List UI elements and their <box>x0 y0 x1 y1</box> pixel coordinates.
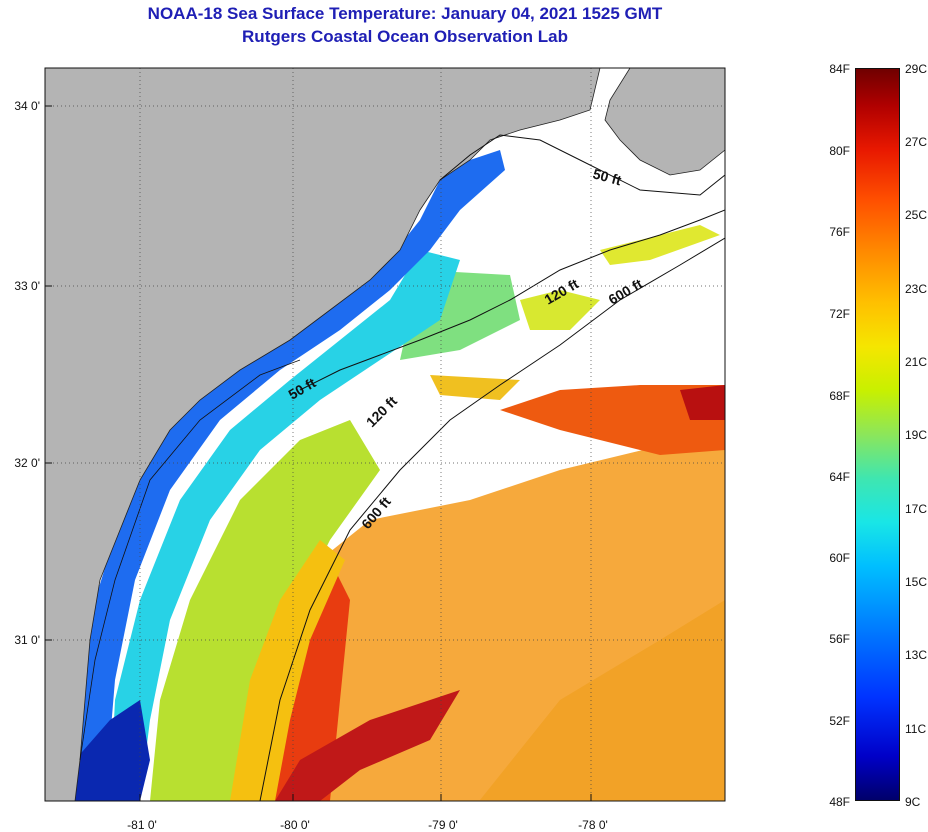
sst-yellow-north <box>520 290 600 330</box>
fahrenheit-label: 52F <box>829 714 850 728</box>
map-frame <box>44 67 726 802</box>
fahrenheit-label: 60F <box>829 551 850 565</box>
chart-title: NOAA-18 Sea Surface Temperature: January… <box>147 4 663 23</box>
sst-warm-south <box>480 600 725 801</box>
latitude-label: 34 0' <box>14 99 40 113</box>
longitude-label: -79 0' <box>428 818 458 832</box>
sst-nearshore <box>70 150 505 801</box>
celsius-label: 17C <box>905 502 928 516</box>
fahrenheit-label: 56F <box>829 632 850 646</box>
graticule <box>45 68 725 801</box>
latitude-label: 32 0' <box>14 456 40 470</box>
isobath-600ft <box>259 237 725 801</box>
fahrenheit-label: 48F <box>829 795 850 809</box>
fahrenheit-label: 64F <box>829 470 850 484</box>
sst-midshelf <box>150 420 380 801</box>
sst-yellow-patch <box>430 375 520 400</box>
celsius-label: 23C <box>905 282 928 296</box>
sst-outer-shelf <box>230 540 345 801</box>
celsius-label: 11C <box>905 722 927 736</box>
latitude-label: 31 0' <box>14 633 40 647</box>
fahrenheit-label: 80F <box>829 144 850 158</box>
isobath-50ft-north <box>439 134 725 196</box>
fahrenheit-label: 72F <box>829 307 850 321</box>
isobath-50ft-south <box>79 359 301 761</box>
latitude-label: 33 0' <box>14 279 40 293</box>
celsius-label: 19C <box>905 428 928 442</box>
celsius-label: 29C <box>905 62 928 76</box>
celsius-label: 15C <box>905 575 928 589</box>
sst-yellow-band <box>600 225 720 265</box>
longitude-label: -80 0' <box>280 818 310 832</box>
longitude-label: -81 0' <box>127 818 157 832</box>
isobath-label: 50 ft <box>591 165 623 188</box>
axis-ticks <box>45 105 592 801</box>
celsius-label: 21C <box>905 355 928 369</box>
chart-subtitle: Rutgers Coastal Ocean Observation Lab <box>242 27 568 46</box>
celsius-label: 9C <box>905 795 921 809</box>
celsius-label: 27C <box>905 135 928 149</box>
celsius-label: 13C <box>905 648 928 662</box>
sst-warm-patch-east <box>500 385 725 455</box>
temperature-colorbar <box>855 68 900 801</box>
fahrenheit-label: 68F <box>829 389 850 403</box>
isobath-120ft <box>299 209 725 391</box>
fahrenheit-label: 84F <box>829 62 850 76</box>
land-carolinas-georgia <box>45 68 601 801</box>
sst-hot-spot <box>680 385 725 420</box>
fahrenheit-label: 76F <box>829 225 850 239</box>
sst-coldest <box>70 700 150 801</box>
land-north-carolina <box>604 68 725 176</box>
celsius-label: 25C <box>905 208 928 222</box>
longitude-label: -78 0' <box>578 818 608 832</box>
sst-gulf-stream-filament <box>275 690 460 801</box>
